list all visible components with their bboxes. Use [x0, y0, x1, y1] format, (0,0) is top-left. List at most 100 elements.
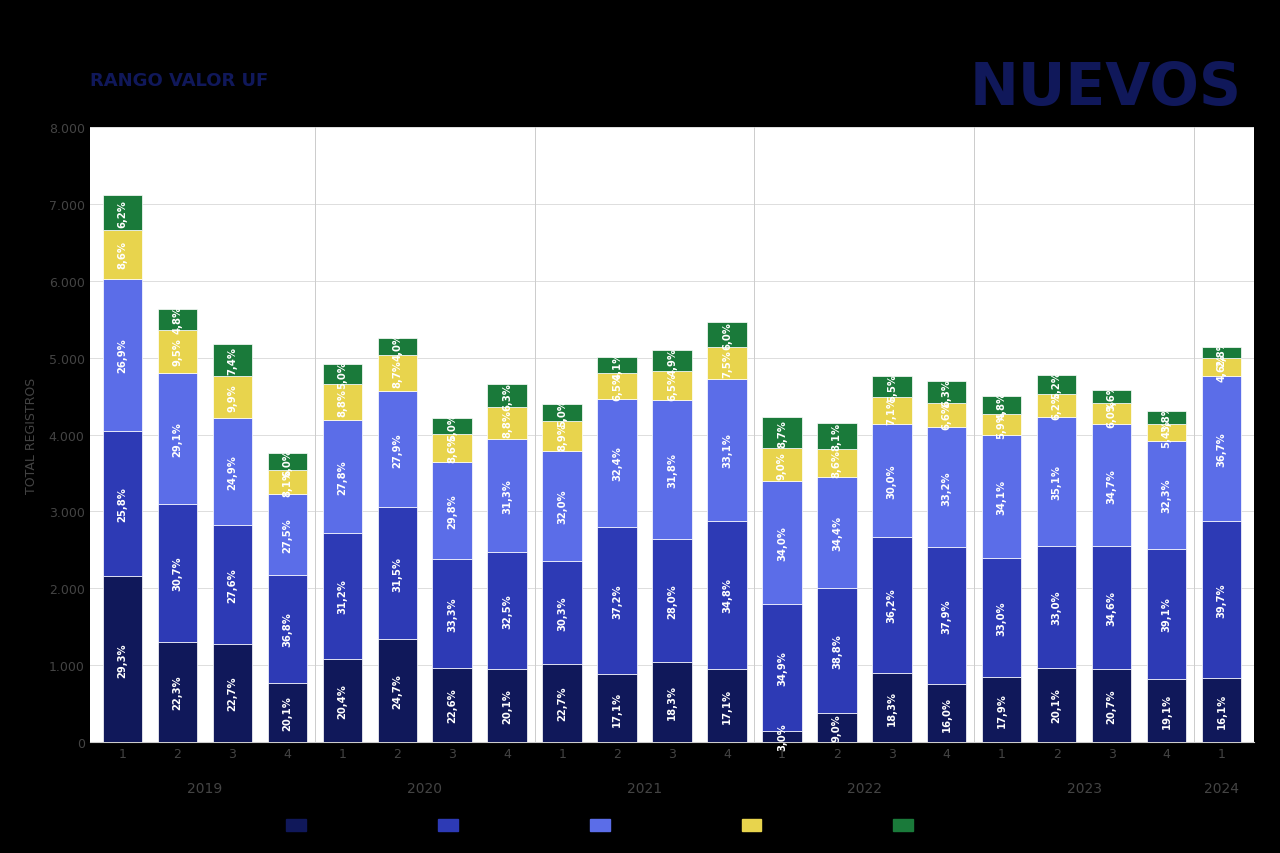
- Text: 30,3%: 30,3%: [557, 595, 567, 630]
- Bar: [433, 560, 472, 669]
- Bar: [1037, 375, 1076, 394]
- Text: 6,3%: 6,3%: [502, 382, 512, 410]
- Text: 18,3%: 18,3%: [667, 685, 677, 720]
- Text: 2,8%: 2,8%: [1216, 339, 1226, 367]
- Text: 6,0%: 6,0%: [722, 322, 732, 349]
- Bar: [433, 434, 472, 462]
- Bar: [378, 392, 417, 508]
- Text: 34,6%: 34,6%: [1106, 590, 1116, 625]
- Bar: [872, 377, 911, 397]
- Text: 22,7%: 22,7%: [557, 686, 567, 721]
- Bar: [817, 450, 856, 477]
- Text: 27,6%: 27,6%: [228, 568, 238, 602]
- Text: 36,7%: 36,7%: [1216, 432, 1226, 467]
- Text: 37,2%: 37,2%: [612, 583, 622, 618]
- Bar: [872, 424, 911, 537]
- Bar: [268, 683, 307, 742]
- Text: 6,2%: 6,2%: [118, 200, 128, 227]
- Text: 33,1%: 33,1%: [722, 433, 732, 468]
- Text: 8,7%: 8,7%: [392, 359, 402, 387]
- Bar: [543, 404, 582, 421]
- Text: 39,1%: 39,1%: [1161, 596, 1171, 631]
- Bar: [378, 339, 417, 355]
- Text: 2019: 2019: [187, 781, 223, 795]
- Text: 20,1%: 20,1%: [283, 695, 292, 730]
- Text: 16,1%: 16,1%: [1216, 693, 1226, 728]
- Text: 6,6%: 6,6%: [942, 402, 952, 430]
- Text: 8,9%: 8,9%: [557, 422, 567, 450]
- Bar: [1037, 547, 1076, 668]
- Bar: [762, 482, 801, 605]
- Bar: [543, 664, 582, 742]
- Text: 5,5%: 5,5%: [887, 374, 897, 401]
- Text: 30,0%: 30,0%: [887, 463, 897, 498]
- Bar: [268, 495, 307, 575]
- Text: 8,8%: 8,8%: [338, 388, 347, 416]
- Bar: [433, 462, 472, 560]
- Bar: [707, 670, 746, 742]
- Text: 36,8%: 36,8%: [283, 612, 292, 647]
- Text: 9,9%: 9,9%: [228, 384, 238, 411]
- Text: RANGO VALOR UF: RANGO VALOR UF: [90, 72, 268, 90]
- Text: 32,3%: 32,3%: [1161, 479, 1171, 513]
- Bar: [488, 439, 527, 553]
- Text: 32,0%: 32,0%: [557, 489, 567, 524]
- Bar: [1202, 678, 1242, 742]
- Bar: [543, 452, 582, 561]
- Bar: [212, 525, 252, 645]
- Bar: [1092, 547, 1132, 669]
- Bar: [102, 280, 142, 432]
- Bar: [378, 508, 417, 639]
- Text: 8,8%: 8,8%: [502, 409, 512, 438]
- Bar: [1037, 394, 1076, 417]
- Text: 17,1%: 17,1%: [612, 691, 622, 726]
- Text: 2021: 2021: [627, 781, 662, 795]
- Bar: [707, 380, 746, 521]
- Text: 8,1%: 8,1%: [283, 468, 292, 496]
- Bar: [927, 404, 966, 428]
- Bar: [762, 605, 801, 731]
- Text: 5,9%: 5,9%: [997, 411, 1006, 438]
- Text: 34,7%: 34,7%: [1106, 468, 1116, 503]
- Bar: [488, 408, 527, 439]
- Text: 37,9%: 37,9%: [942, 599, 952, 633]
- Text: 31,5%: 31,5%: [392, 556, 402, 591]
- Text: 22,6%: 22,6%: [447, 688, 457, 722]
- Bar: [212, 645, 252, 742]
- Text: 6,0%: 6,0%: [1106, 400, 1116, 427]
- Text: 6,0%: 6,0%: [283, 448, 292, 476]
- Text: 32,4%: 32,4%: [612, 446, 622, 481]
- Bar: [1092, 403, 1132, 424]
- Text: 3,0%: 3,0%: [777, 722, 787, 751]
- Bar: [817, 477, 856, 588]
- Text: 26,9%: 26,9%: [118, 338, 128, 373]
- Bar: [653, 400, 691, 539]
- Bar: [598, 399, 637, 527]
- Bar: [927, 428, 966, 548]
- Text: 8,6%: 8,6%: [118, 241, 128, 270]
- Bar: [268, 453, 307, 471]
- Text: 32,5%: 32,5%: [502, 594, 512, 629]
- Text: 2022: 2022: [847, 781, 882, 795]
- Text: 7,4%: 7,4%: [228, 346, 238, 374]
- Text: 20,1%: 20,1%: [1052, 688, 1061, 722]
- Text: 6,5%: 6,5%: [667, 372, 677, 400]
- Bar: [927, 381, 966, 404]
- Text: 25,8%: 25,8%: [118, 486, 128, 521]
- Bar: [817, 588, 856, 713]
- Bar: [598, 675, 637, 742]
- Text: 29,3%: 29,3%: [118, 642, 128, 676]
- Bar: [872, 537, 911, 673]
- Bar: [268, 471, 307, 495]
- Text: 36,2%: 36,2%: [887, 588, 897, 623]
- Text: 29,1%: 29,1%: [173, 421, 183, 456]
- Bar: [212, 345, 252, 376]
- Text: 33,0%: 33,0%: [997, 601, 1006, 635]
- Bar: [817, 713, 856, 742]
- Text: 34,1%: 34,1%: [997, 479, 1006, 514]
- Text: 24,7%: 24,7%: [392, 673, 402, 708]
- Bar: [323, 421, 362, 533]
- Text: 6,2%: 6,2%: [1052, 392, 1061, 420]
- Bar: [102, 231, 142, 280]
- Text: 34,0%: 34,0%: [777, 525, 787, 560]
